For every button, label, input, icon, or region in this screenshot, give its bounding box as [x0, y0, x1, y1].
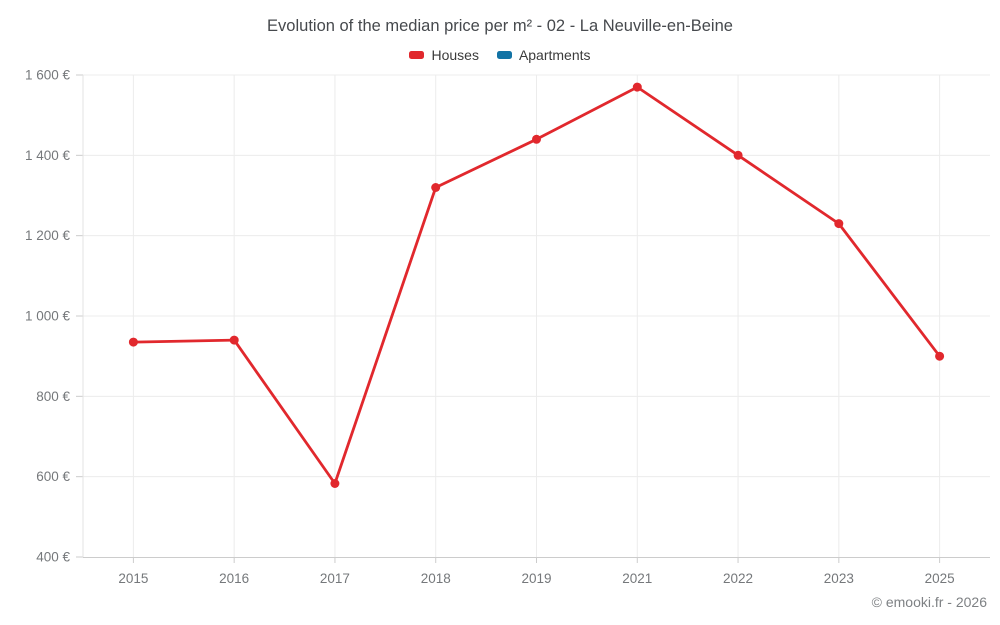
legend-item-label: Houses: [431, 47, 479, 63]
x-axis-tick-label: 2019: [521, 571, 551, 586]
x-axis-tick-label: 2022: [723, 571, 753, 586]
houses-data-point-2016[interactable]: [229, 335, 239, 345]
chart-legend: Houses Apartments: [0, 47, 1000, 63]
x-axis-tick-label: 2016: [219, 571, 249, 586]
houses-legend-swatch-icon: [409, 51, 425, 59]
houses-data-point-2015[interactable]: [128, 337, 138, 347]
houses-data-point-2018[interactable]: [431, 183, 441, 192]
houses-data-point-2019[interactable]: [532, 134, 541, 144]
legend-item-houses[interactable]: Houses: [409, 47, 479, 63]
legend-item-label: Apartments: [518, 47, 591, 63]
legend-item-apartments[interactable]: Apartments: [496, 47, 591, 63]
y-axis-tick-label: 1 000 €: [25, 309, 71, 324]
houses-data-point-2021[interactable]: [632, 82, 642, 92]
apartments-legend-swatch-icon: [496, 51, 512, 59]
x-axis-tick-label: 2023: [824, 571, 854, 586]
y-axis-tick-label: 400 €: [36, 550, 70, 565]
x-axis-tick-label: 2018: [421, 571, 451, 586]
houses-data-point-2017[interactable]: [330, 479, 340, 488]
x-axis-tick-label: 2017: [320, 571, 350, 586]
houses-data-point-2022[interactable]: [733, 150, 743, 160]
houses-data-point-2023[interactable]: [834, 219, 844, 229]
x-axis-tick-label: 2025: [925, 571, 955, 586]
copyright-footer: © emooki.fr - 2026: [871, 594, 987, 610]
y-axis-tick-label: 1 400 €: [25, 148, 71, 163]
x-axis-tick-label: 2015: [118, 571, 148, 586]
y-axis-tick-label: 800 €: [36, 389, 70, 404]
y-axis-tick-label: 600 €: [36, 469, 70, 484]
x-axis-tick-label: 2021: [622, 571, 652, 586]
y-axis-tick-label: 1 200 €: [25, 228, 71, 243]
chart-title: Evolution of the median price per m² - 0…: [267, 17, 733, 35]
houses-data-point-2025[interactable]: [935, 351, 945, 361]
y-axis-tick-label: 1 600 €: [25, 68, 71, 83]
